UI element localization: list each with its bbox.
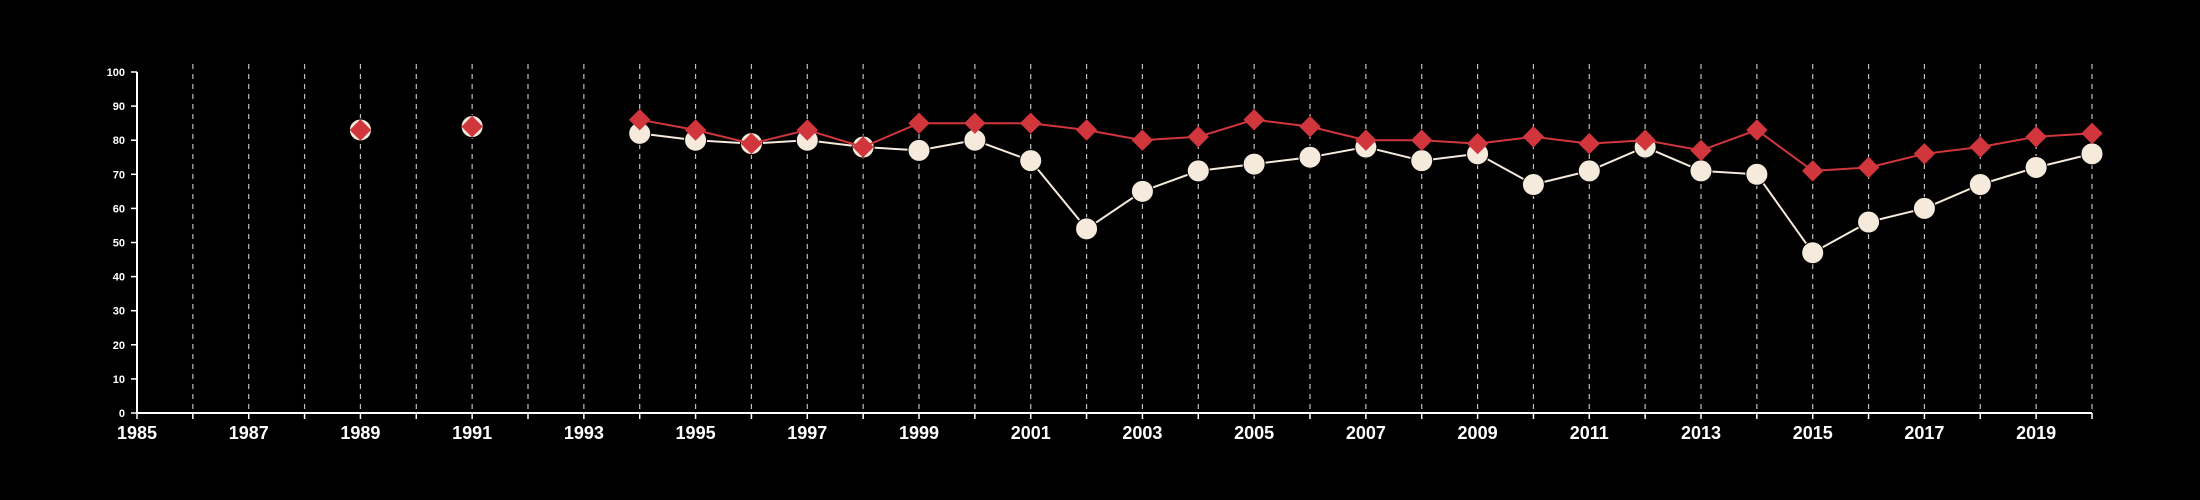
data-point — [1968, 173, 1992, 197]
data-point — [628, 108, 651, 131]
data-point — [1969, 136, 1992, 158]
x-tick-label: 2011 — [1570, 423, 1609, 443]
y-tick-label: 30 — [113, 306, 125, 318]
data-point — [1355, 129, 1377, 151]
x-tick-label: 2013 — [1681, 423, 1721, 443]
x-tick-label: 1991 — [452, 423, 492, 443]
data-point — [1746, 119, 1768, 141]
series-0 — [348, 115, 2104, 265]
data-point — [1857, 156, 1880, 179]
x-tick-label: 1995 — [676, 423, 716, 443]
grid-lines — [192, 64, 2093, 413]
data-point — [1186, 159, 1210, 183]
data-point — [1801, 160, 1824, 182]
y-tick-label: 100 — [107, 67, 125, 79]
y-tick-label: 10 — [113, 374, 125, 386]
data-point — [1745, 162, 1769, 186]
data-point — [1634, 129, 1656, 151]
data-point — [907, 138, 931, 162]
data-point — [1242, 152, 1266, 176]
x-tick-label: 1989 — [340, 423, 380, 443]
data-point — [1019, 149, 1043, 173]
data-point — [1187, 126, 1210, 148]
data-point — [796, 119, 819, 141]
x-tick-label: 2019 — [2016, 423, 2056, 443]
axes — [136, 72, 2092, 414]
data-point — [1857, 210, 1881, 234]
series-1 — [349, 108, 2103, 182]
data-point — [740, 132, 763, 155]
x-tick-label: 1987 — [229, 423, 269, 443]
data-point — [1578, 132, 1601, 155]
data-point — [964, 112, 986, 134]
data-point — [1577, 159, 1601, 183]
y-tick-label: 90 — [113, 101, 125, 113]
data-point — [1075, 217, 1099, 241]
y-tick-label: 60 — [113, 203, 125, 215]
data-point — [461, 115, 483, 138]
y-tick-label: 70 — [113, 169, 125, 181]
y-tick-label: 50 — [113, 238, 125, 250]
data-point — [1410, 149, 1434, 173]
data-point — [1075, 119, 1098, 141]
data-point — [2081, 122, 2103, 145]
data-point — [684, 119, 707, 141]
x-tick-label: 2017 — [1904, 423, 1944, 443]
x-tick-label: 2005 — [1234, 423, 1274, 443]
data-point — [1801, 241, 1825, 265]
y-tick-label: 0 — [119, 408, 125, 420]
x-tick-label: 2009 — [1458, 423, 1498, 443]
data-point — [349, 119, 372, 141]
data-point — [1689, 159, 1713, 183]
data-point — [2025, 126, 2047, 148]
x-tick-label: 2001 — [1011, 423, 1051, 443]
data-point — [1912, 196, 1936, 220]
data-point — [1243, 108, 1265, 131]
data-point — [1410, 129, 1433, 151]
data-point — [1913, 143, 1936, 165]
x-tick-label: 2003 — [1122, 423, 1162, 443]
data-point — [1521, 173, 1545, 197]
y-tick-label: 20 — [113, 340, 125, 352]
series-layer — [348, 108, 2104, 265]
data-point — [1522, 126, 1545, 148]
x-tick-label: 1997 — [787, 423, 827, 443]
y-axis-ticks: 0 10 20 30 40 50 60 70 80 90 100 — [107, 67, 137, 420]
data-point — [1299, 115, 1321, 138]
data-point — [1130, 179, 1154, 203]
data-point — [2080, 142, 2104, 166]
data-point — [1298, 145, 1322, 169]
x-tick-label: 2007 — [1346, 423, 1386, 443]
x-tick-label: 1985 — [117, 423, 157, 443]
y-tick-label: 40 — [113, 272, 125, 284]
data-point — [2024, 155, 2048, 179]
data-point — [1690, 139, 1712, 162]
data-point — [1019, 112, 1042, 134]
x-tick-label: 1993 — [564, 423, 604, 443]
x-tick-label: 1999 — [899, 423, 939, 443]
x-axis-ticks: 1985 1987 1989 1991 1993 1995 1997 1999 2001 2003… — [117, 413, 2093, 443]
data-point — [1466, 132, 1489, 155]
y-tick-label: 80 — [113, 135, 125, 147]
x-tick-label: 2015 — [1793, 423, 1833, 443]
data-point — [908, 112, 930, 134]
data-point — [1131, 129, 1154, 151]
data-point — [852, 136, 874, 158]
